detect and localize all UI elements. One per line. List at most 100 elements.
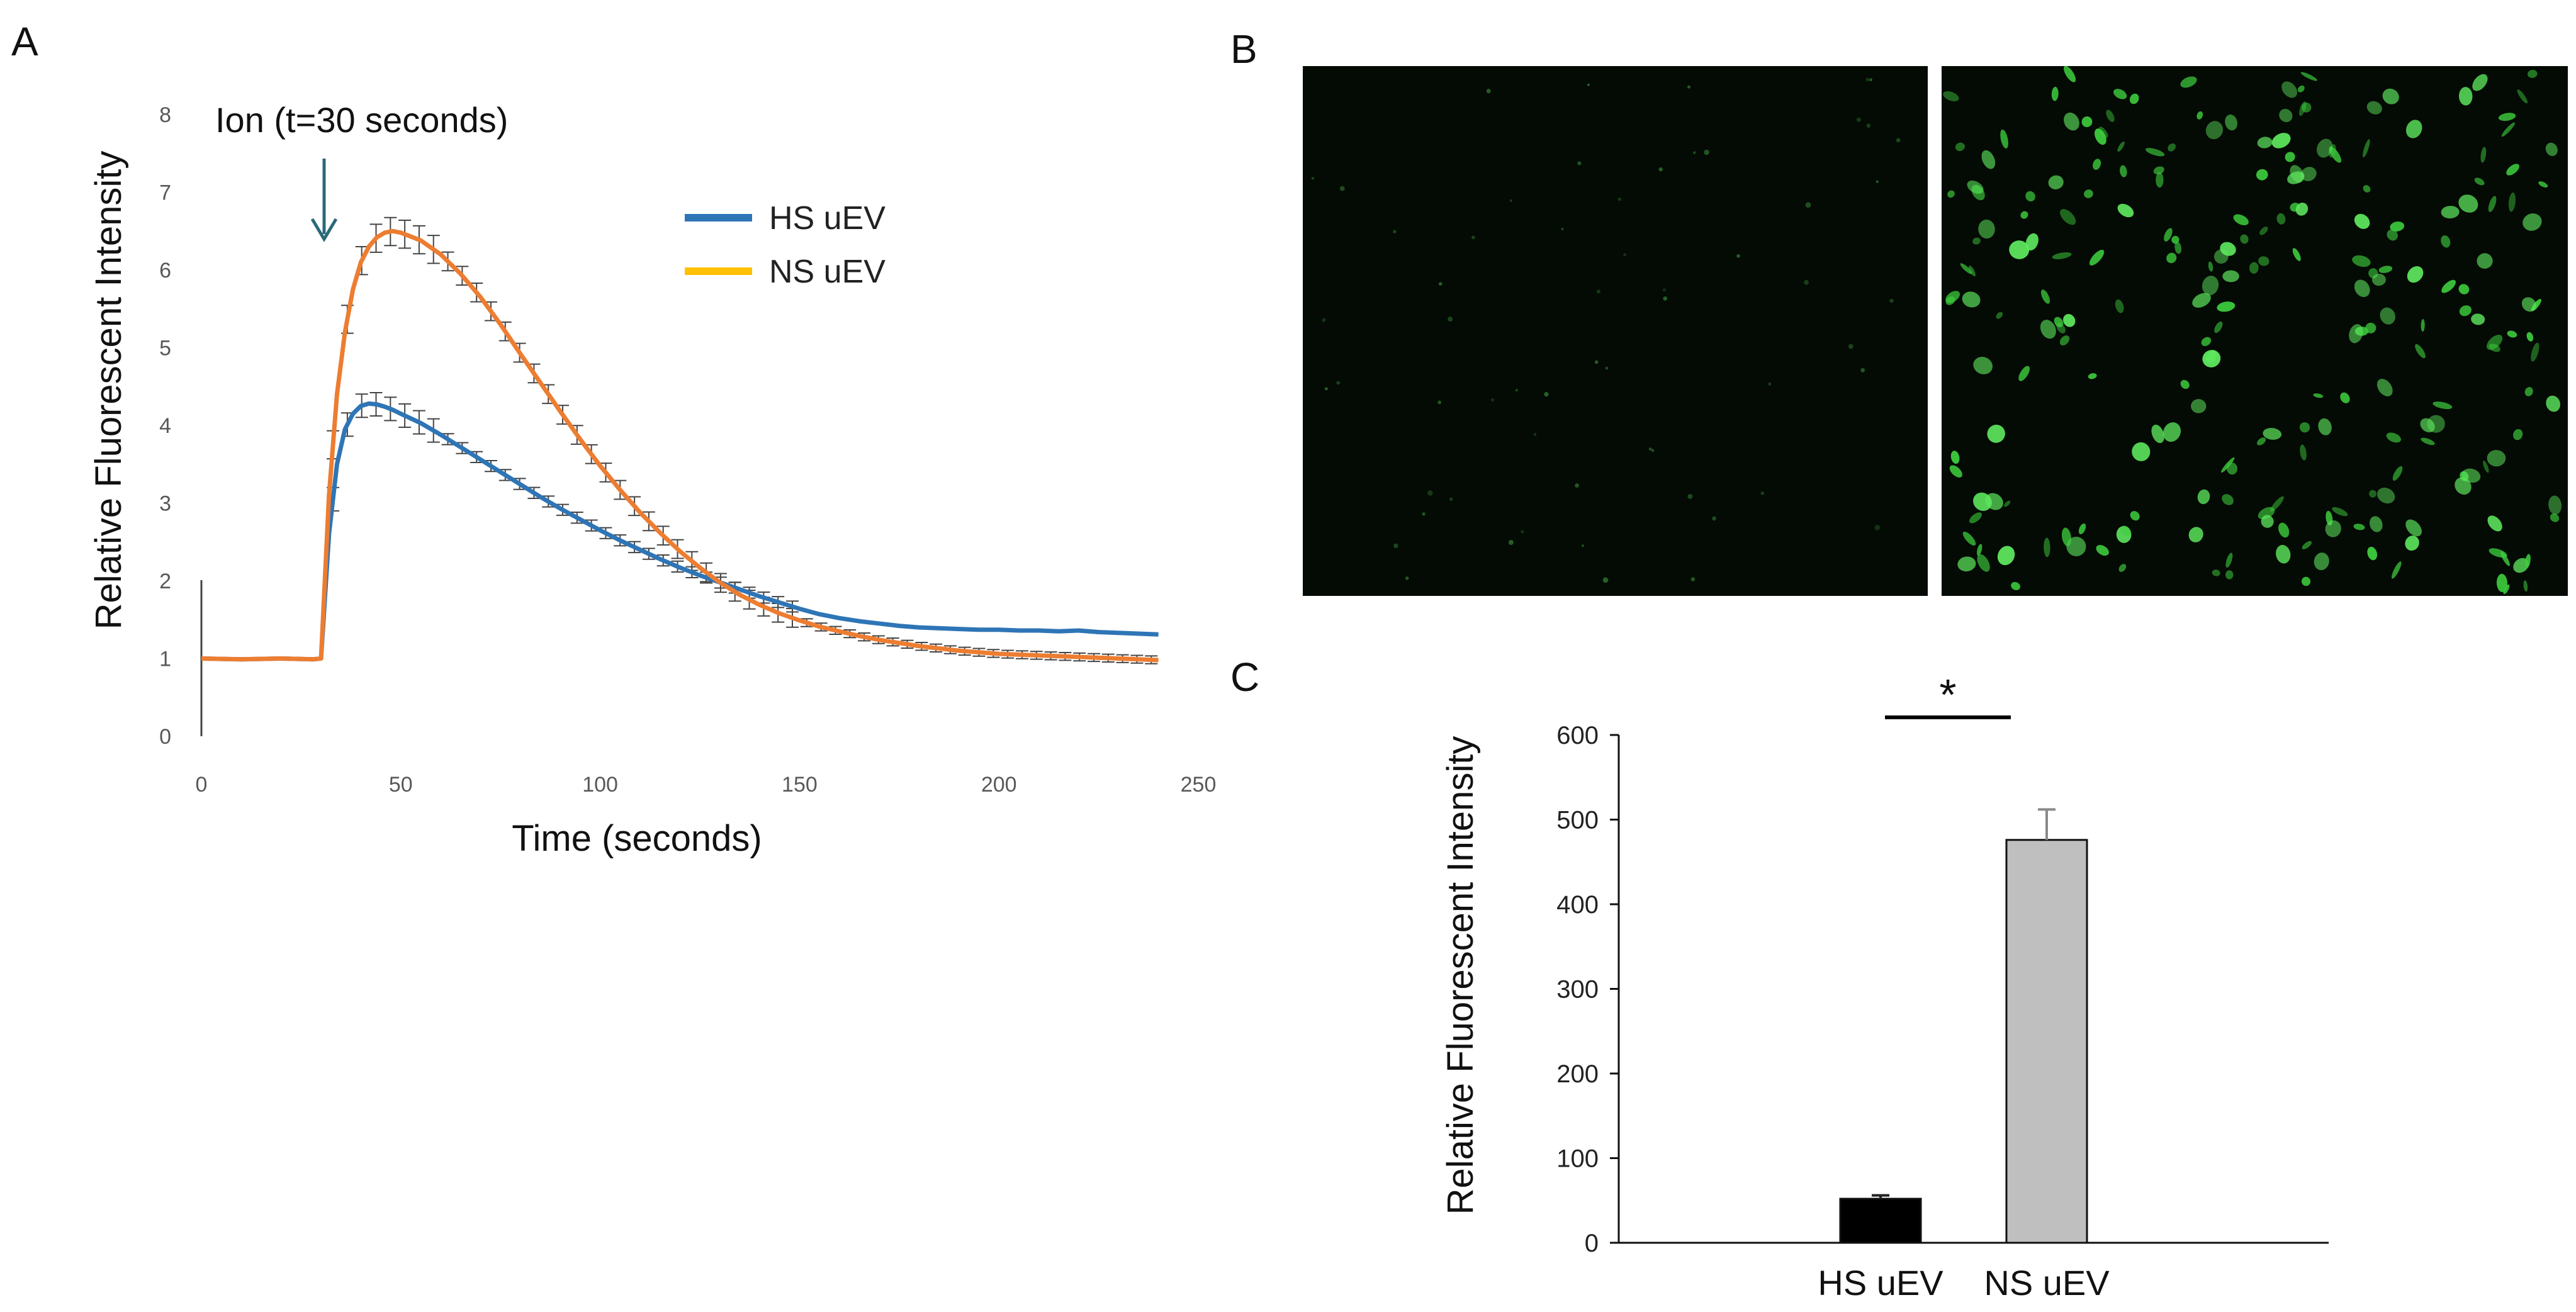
fluorescent-cell (2257, 137, 2273, 149)
fluorescent-cell (1437, 400, 1442, 405)
fluorescent-cell (2477, 253, 2493, 269)
x-tick-label: 200 (981, 773, 1017, 797)
fluorescent-cell (2120, 165, 2127, 177)
x-tick-label: 50 (389, 773, 413, 797)
y-tick-label: 0 (159, 725, 171, 749)
fluorescent-cell (2503, 584, 2510, 595)
fluorescent-cell (1449, 497, 1453, 502)
fluorescent-cell (2009, 240, 2030, 259)
fluorescent-cell (2487, 450, 2506, 467)
fluorescent-cell (2508, 192, 2516, 212)
fluorescent-cell (1663, 296, 1668, 301)
fluorescent-cell (1617, 197, 1622, 201)
fluorescent-cell (1768, 382, 1772, 386)
fluorescent-cell (2180, 379, 2190, 390)
fluorescent-cell (2271, 133, 2291, 149)
fluorescent-cell (2153, 166, 2164, 175)
y-tick-label: 200 (1556, 1060, 1599, 1088)
significance-star: * (1939, 670, 1956, 719)
fluorescent-cell (2163, 422, 2181, 442)
fluorescent-cell (1471, 235, 1475, 240)
fluorescent-cell (2106, 109, 2115, 122)
fluorescent-cell (2258, 256, 2269, 266)
fluorescent-cell (2166, 252, 2177, 264)
fluorescent-cell (2386, 432, 2401, 443)
fluorescent-cell (2501, 122, 2516, 137)
fluorescent-cell (2116, 526, 2132, 543)
fluorescent-cell (1977, 554, 1990, 572)
fluorescent-cell (1969, 266, 1976, 277)
y-tick-label: 3 (159, 492, 171, 516)
fluorescent-cell (2088, 373, 2097, 379)
series-line-hs-uev (201, 401, 1159, 662)
fluorescent-cell (1602, 577, 1609, 583)
fluorescent-cell (2056, 323, 2066, 334)
fluorescent-cell (2222, 494, 2234, 505)
fluorescent-cell (2526, 332, 2534, 342)
fluorescent-cell (1997, 546, 2015, 566)
fluorescent-cell (2051, 86, 2059, 101)
series-line-ns-uev (201, 228, 1159, 663)
fluorescent-cell (1687, 85, 1690, 89)
fluorescent-cell (2354, 279, 2370, 298)
bar-chart: 0 100 200 300 400 500 600 * HS uEV NS uEV Rela… (1440, 670, 2329, 1303)
fluorescent-cell (2363, 139, 2370, 158)
fluorescent-cell (2376, 487, 2395, 504)
fluorescent-cell (2276, 213, 2286, 225)
line-chart: 0 1 2 3 4 5 6 7 8 0 50 100 150 200 250 Ion (t=30 seco… (88, 100, 1216, 859)
fluorescent-cell (1596, 289, 1601, 294)
fluorescent-cell (1712, 516, 1716, 521)
bar-ns-uev (2005, 839, 2088, 1244)
fluorescent-cell (2329, 147, 2342, 163)
fluorescent-cell (2191, 399, 2207, 413)
fluorescent-cell (2151, 424, 2164, 444)
fluorescent-cell (1977, 544, 1983, 556)
fluorescent-cell (1575, 483, 1580, 488)
fluorescent-cell (2369, 516, 2383, 532)
fluorescent-cell (1422, 512, 1426, 516)
stimulus-annotation: Ion (t=30 seconds) (215, 100, 508, 140)
fluorescent-cell (1804, 279, 1809, 285)
fluorescent-cell (2513, 558, 2529, 573)
fluorescent-cell (2441, 279, 2456, 293)
y-tick-label: 300 (1556, 976, 1599, 1004)
fluorescent-cell (2197, 489, 2210, 505)
fluorescent-cell (1736, 254, 1740, 258)
fluorescent-cell (1521, 530, 1524, 534)
fluorescent-cell (2180, 76, 2197, 88)
fluorescent-cell (1805, 202, 1811, 208)
fluorescent-cell (1866, 123, 1871, 128)
fluorescent-cell (1996, 311, 2003, 319)
fluorescent-cell (2192, 293, 2211, 308)
fluorescent-cell (2523, 213, 2542, 231)
fluorescent-cell (2201, 337, 2212, 346)
fluorescent-cell (2352, 255, 2371, 267)
fluorescent-cell (2392, 561, 2402, 579)
fluorescent-cell (2212, 569, 2220, 576)
fluorescent-cell (1587, 83, 1590, 86)
legend-label-hs-uev: HS uEV (769, 200, 886, 237)
fluorescent-cell (2489, 344, 2500, 352)
fluorescent-cell (2281, 81, 2298, 98)
fluorescent-cell (2300, 72, 2317, 81)
fluorescent-cell (2524, 387, 2533, 396)
fluorescent-cell (2548, 495, 2562, 515)
fluorescent-cell (2063, 65, 2076, 82)
fluorescent-cell (1860, 367, 1865, 373)
fluorescent-cell (1448, 317, 1453, 322)
fluorescent-cell (2290, 165, 2304, 183)
fluorescent-cell (1322, 318, 1326, 322)
fluorescent-cell (1508, 540, 1514, 546)
fluorescent-cell (2081, 116, 2093, 128)
fluorescent-cell (2117, 203, 2134, 218)
fluorescent-cell (2214, 321, 2223, 334)
fluorescent-cell (2487, 515, 2502, 532)
fluorescent-cell (2458, 87, 2473, 106)
fluorescent-cell (2292, 248, 2301, 261)
fluorescent-cell (2298, 101, 2307, 116)
fluorescent-cell (1561, 227, 1564, 231)
fluorescent-cell (2318, 418, 2332, 435)
fluorescent-cell (2405, 519, 2422, 537)
y-axis-title: Relative Fluorescent Intensity (88, 151, 129, 630)
fluorescent-cell (2365, 322, 2376, 334)
